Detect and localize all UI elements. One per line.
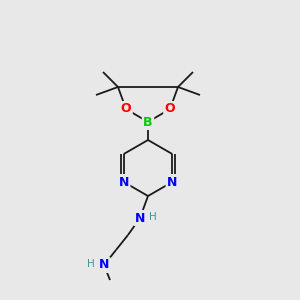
Text: N: N	[99, 259, 109, 272]
Text: N: N	[135, 212, 145, 224]
Text: N: N	[118, 176, 129, 188]
Text: H: H	[87, 259, 95, 269]
Text: O: O	[165, 103, 175, 116]
Text: H: H	[149, 212, 157, 222]
Text: B: B	[143, 116, 153, 128]
Text: N: N	[167, 176, 177, 188]
Text: O: O	[121, 103, 131, 116]
